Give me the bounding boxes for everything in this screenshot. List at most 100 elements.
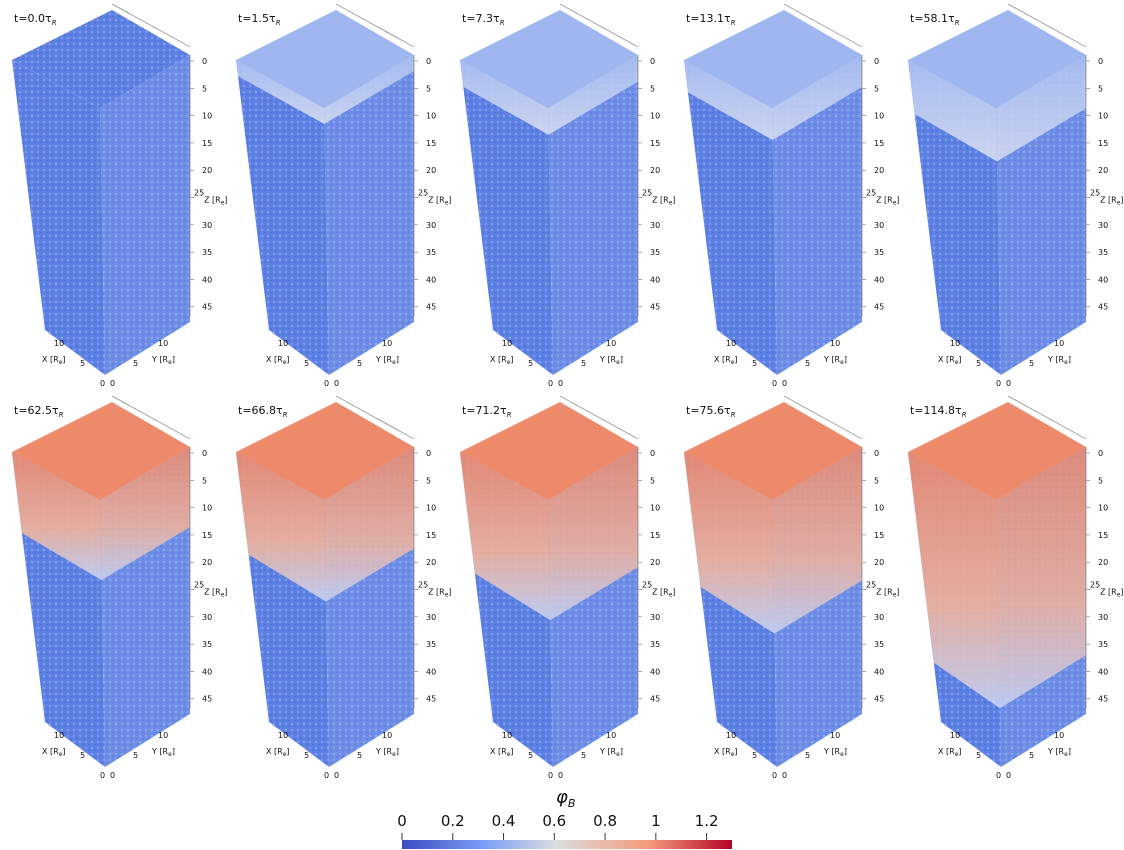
x-axis-label-text: X [R <box>490 747 507 756</box>
x-axis-label-text: X [R <box>714 355 731 364</box>
z-axis-label: Z [Re] <box>1100 588 1124 599</box>
z-tick-label: 0 <box>202 57 207 66</box>
x-axis-label-close: ] <box>734 355 737 364</box>
z-tick-label: 20 <box>426 166 436 175</box>
z-tick-label: 25 <box>418 189 428 198</box>
y-tick-label: 10 <box>382 731 392 740</box>
x-axis-label: X [Re] <box>714 747 738 758</box>
y-axis-label-text: Y [R <box>823 355 841 364</box>
z-axis-label-text: Z [R <box>204 196 221 205</box>
time-unit-sub: R <box>59 411 64 419</box>
z-tick-label: 5 <box>202 84 207 93</box>
z-tick-label: 30 <box>874 613 884 622</box>
x-axis-label: X [Re] <box>938 747 962 758</box>
z-tick-label: 20 <box>1098 166 1108 175</box>
time-unit-sub: R <box>731 19 736 27</box>
y-axis-label-close: ] <box>844 747 847 756</box>
x-tick-label: 5 <box>528 751 533 760</box>
z-tick-label: 35 <box>426 248 436 257</box>
z-axis-label-close: ] <box>896 588 899 597</box>
x-tick-label: 0 <box>100 379 105 388</box>
y-axis-label: Y [Re] <box>1047 747 1071 758</box>
z-axis-label-close: ] <box>672 196 675 205</box>
time-unit-sub: R <box>731 411 736 419</box>
panel-time: t=1.5 <box>238 12 269 25</box>
x-axis-label: X [Re] <box>490 355 514 366</box>
panel-title: t=71.2τR <box>462 404 512 419</box>
y-axis-label: Y [Re] <box>1047 355 1071 366</box>
z-tick-label: 20 <box>202 558 212 567</box>
z-axis-label-text: Z [R <box>652 196 669 205</box>
z-tick-label: 5 <box>874 84 879 93</box>
z-axis-label: Z [Re] <box>876 588 900 599</box>
z-tick-label: 35 <box>202 640 212 649</box>
z-tick-label: 15 <box>1098 531 1108 540</box>
x-tick-label: 5 <box>752 751 757 760</box>
y-tick-label: 5 <box>1029 751 1034 760</box>
z-axis-label-text: Z [R <box>1100 196 1117 205</box>
z-axis-label-close: ] <box>672 588 675 597</box>
x-tick-label: 0 <box>100 771 105 780</box>
y-tick-label: 5 <box>1029 359 1034 368</box>
z-tick-label: 0 <box>1098 57 1103 66</box>
z-axis-label-close: ] <box>896 196 899 205</box>
z-tick-label: 20 <box>874 558 884 567</box>
y-tick-label: 5 <box>581 751 586 760</box>
y-tick-label: 0 <box>558 771 563 780</box>
z-tick-label: 10 <box>650 112 660 121</box>
z-tick-label: 5 <box>1098 84 1103 93</box>
y-tick-label: 5 <box>805 359 810 368</box>
z-axis-label-close: ] <box>448 588 451 597</box>
y-axis-label-close: ] <box>172 355 175 364</box>
x-tick-label: 0 <box>548 379 553 388</box>
panel: t=66.8τR051015202530354045Z [Re]10500510… <box>236 396 452 780</box>
z-axis-label-text: Z [R <box>428 588 445 597</box>
y-tick-label: 5 <box>357 751 362 760</box>
z-tick-label: 15 <box>874 531 884 540</box>
z-tick-label: 40 <box>426 667 436 676</box>
z-tick-label: 45 <box>874 695 884 704</box>
z-tick-label: 35 <box>1098 248 1108 257</box>
z-tick-label: 30 <box>1098 221 1108 230</box>
y-axis-label: Y [Re] <box>823 355 847 366</box>
y-axis-label: Y [Re] <box>599 747 623 758</box>
z-axis-label-text: Z [R <box>652 588 669 597</box>
z-tick-label: 5 <box>1098 476 1103 485</box>
z-tick-label: 20 <box>650 166 660 175</box>
z-axis-label-close: ] <box>1120 588 1123 597</box>
panel: t=62.5τR051015202530354045Z [Re]10500510… <box>12 396 228 780</box>
z-tick-label: 30 <box>426 221 436 230</box>
z-tick-label: 0 <box>202 449 207 458</box>
x-tick-label: 0 <box>772 379 777 388</box>
z-tick-label: 30 <box>202 613 212 622</box>
y-axis-label-text: Y [R <box>1047 747 1065 756</box>
z-tick-label: 35 <box>874 248 884 257</box>
x-tick-label: 5 <box>304 751 309 760</box>
z-tick-label: 20 <box>202 166 212 175</box>
z-tick-label: 30 <box>202 221 212 230</box>
z-tick-label: 5 <box>426 476 431 485</box>
time-unit-sub: R <box>283 411 288 419</box>
y-axis-label-close: ] <box>1068 747 1071 756</box>
x-axis-label-close: ] <box>62 747 65 756</box>
colorbar-tick-label: 0.4 <box>492 812 516 830</box>
x-axis-label: X [Re] <box>42 355 66 366</box>
panel: t=114.8τR051015202530354045Z [Re]1050051… <box>908 396 1124 780</box>
y-axis-label: Y [Re] <box>375 747 399 758</box>
z-tick-label: 40 <box>202 667 212 676</box>
x-tick-label: 10 <box>726 339 736 348</box>
z-tick-label: 45 <box>874 303 884 312</box>
panel-title: t=1.5τR <box>238 12 281 27</box>
y-tick-label: 10 <box>382 339 392 348</box>
time-unit-sub: R <box>500 19 505 27</box>
z-tick-label: 5 <box>426 84 431 93</box>
z-tick-label: 30 <box>426 613 436 622</box>
x-tick-label: 5 <box>304 359 309 368</box>
z-tick-label: 40 <box>874 275 884 284</box>
x-axis-label-text: X [R <box>42 747 59 756</box>
panel-title: t=66.8τR <box>238 404 288 419</box>
z-tick-label: 20 <box>426 558 436 567</box>
z-axis-label-text: Z [R <box>876 196 893 205</box>
x-axis-label-text: X [R <box>714 747 731 756</box>
